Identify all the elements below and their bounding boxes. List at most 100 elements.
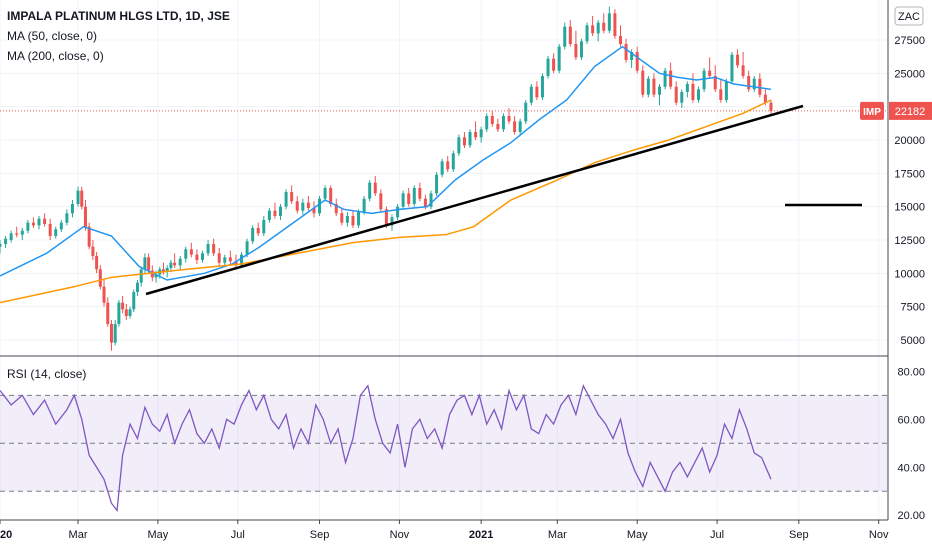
candle-body-137 (713, 76, 717, 90)
candle-body-101 (513, 121, 517, 132)
candle-body-145 (758, 78, 762, 95)
candle-body-124 (641, 70, 645, 95)
candle-body-95 (479, 129, 483, 138)
candle-body-117 (602, 22, 606, 31)
time-tick-7: Mar (548, 529, 567, 541)
currency-label: ZAC (898, 11, 920, 23)
candle-body-66 (318, 198, 322, 214)
candle-body-118 (607, 13, 611, 31)
time-tick-5: Nov (390, 529, 410, 541)
candle-body-39 (169, 262, 173, 268)
candle-body-80 (396, 206, 400, 218)
last-price-badge (889, 101, 932, 120)
candle-body-133 (691, 84, 695, 100)
candle-body-43 (189, 249, 193, 255)
candle-body-28 (128, 309, 132, 316)
price-tick-9: 27500 (894, 35, 925, 47)
candle-body-24 (113, 324, 117, 343)
rsi-title[interactable]: RSI (14, close) (7, 367, 86, 381)
legend-ma200[interactable]: MA (200, close, 0) (7, 49, 104, 63)
candle-body-123 (635, 52, 639, 71)
candle-body-94 (474, 132, 478, 138)
candle-body-139 (724, 81, 728, 100)
candle-body-99 (501, 116, 505, 130)
candle-body-56 (262, 220, 266, 234)
candle-body-40 (173, 262, 177, 266)
ma50-line (0, 45, 772, 281)
candle-body-53 (245, 241, 249, 255)
candle-body-64 (306, 202, 310, 208)
candle-body-62 (295, 201, 299, 211)
candle-body-47 (212, 244, 216, 254)
candle-body-107 (546, 58, 550, 76)
trendline (145, 104, 804, 296)
candle-body-49 (223, 257, 227, 263)
candle-body-81 (401, 193, 405, 207)
candle-body-61 (290, 192, 294, 202)
rsi-axis[interactable]: 20.00 40.00 60.00 80.00 (897, 366, 925, 522)
candle-body-11 (59, 222, 63, 230)
candle-body-83 (412, 188, 416, 204)
time-tick-1: Mar (69, 529, 88, 541)
candle-body-42 (184, 249, 188, 259)
candle-body-112 (574, 44, 578, 58)
candle-body-25 (117, 302, 121, 324)
candle-body-77 (379, 193, 383, 210)
price-tick-5: 17500 (894, 168, 925, 180)
candle-body-32 (143, 257, 147, 270)
symbol-badge (860, 101, 884, 120)
candle-body-71 (345, 216, 349, 223)
candle-body-45 (200, 253, 204, 260)
candle-body-146 (763, 94, 767, 103)
candle-body-104 (529, 86, 533, 103)
candle-body-134 (697, 89, 701, 100)
time-tick-10: Sep (789, 529, 809, 541)
candle-body-93 (468, 132, 472, 146)
candle-body-136 (708, 70, 712, 76)
candle-body-52 (240, 254, 244, 266)
price-tick-6: 20000 (894, 135, 925, 147)
candle-body-16 (83, 206, 87, 227)
candle-body-4 (20, 230, 24, 235)
candle-body-132 (685, 84, 689, 92)
candle-body-111 (568, 26, 572, 44)
legend-ma50[interactable]: MA (50, close, 0) (7, 29, 97, 43)
candle-body-115 (591, 25, 595, 34)
candle-body-102 (518, 121, 522, 132)
candle-body-0 (0, 244, 2, 247)
candle-body-10 (54, 229, 58, 236)
time-tick-0: 2020 (0, 529, 12, 541)
candle-body-119 (613, 13, 617, 37)
candle-body-67 (323, 188, 327, 199)
candle-body-68 (329, 188, 333, 204)
candle-body-22 (106, 302, 110, 324)
price-tick-3: 12500 (894, 235, 925, 247)
currency-badge[interactable] (894, 6, 924, 26)
candle-body-100 (507, 116, 511, 122)
candle-body-33 (147, 257, 151, 271)
time-tick-2: May (148, 529, 169, 541)
grid-lines (0, 0, 888, 520)
candle-body-34 (150, 270, 154, 278)
rsi-tick-1: 40.00 (897, 462, 925, 474)
time-axis[interactable]: 2020 Mar May Jul Sep Nov 2021 Mar May Jul Sep Nov (0, 520, 889, 541)
candle-body-63 (301, 202, 305, 211)
candle-body-113 (579, 41, 583, 58)
candle-body-90 (451, 153, 455, 170)
candle-body-85 (423, 198, 427, 207)
time-tick-6: 2021 (469, 529, 493, 541)
price-tick-4: 15000 (894, 202, 925, 214)
candle-body-59 (279, 206, 283, 216)
price-tick-8: 25000 (894, 68, 925, 80)
candle-body-103 (524, 102, 528, 122)
candle-body-54 (251, 228, 255, 242)
candle-body-48 (217, 253, 221, 263)
candle-body-60 (284, 192, 288, 207)
candle-body-89 (446, 161, 450, 170)
ma200-line (0, 99, 772, 304)
candle-body-120 (618, 36, 622, 44)
candle-body-135 (702, 70, 706, 90)
candle-body-55 (256, 228, 260, 234)
rsi-tick-0: 20.00 (897, 510, 925, 522)
